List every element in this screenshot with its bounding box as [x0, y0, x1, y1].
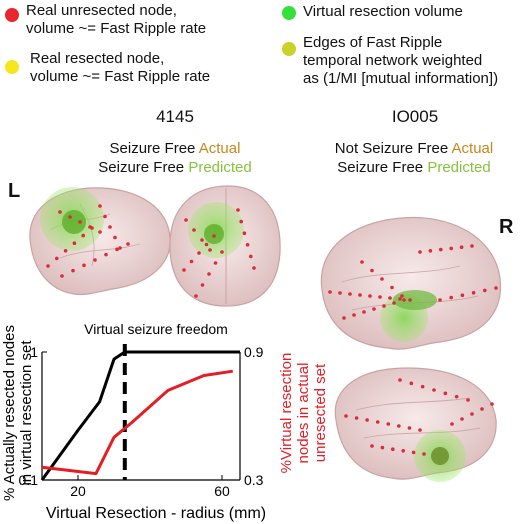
patient-1-actual: Seizure Free Actual	[109, 140, 241, 157]
unresected-node-dot	[5, 8, 19, 22]
resected-node-dot	[5, 60, 19, 74]
ylabel-right-line3: unresected set	[312, 363, 329, 462]
patient-2-id: IO005	[391, 107, 439, 126]
edges-dot	[282, 42, 296, 56]
ylabel-left-line1: % Actually resected nodes	[1, 325, 18, 501]
series-line-2	[41, 369, 234, 476]
patient-1-predicted: Seizure Free Predicted	[98, 159, 252, 176]
legend-unresected: Real unresected node, volume ~= Fast Rip…	[26, 2, 207, 37]
ylabel-right-line2: nodes in actual	[295, 363, 312, 464]
chart-marks: 20 60 0.1 1 0.3 0.9	[19, 344, 264, 499]
y-tick-label-right: 0.3	[244, 472, 264, 488]
ylabel-right-line1: %Virtual resection	[278, 353, 295, 474]
patient-1-id: 4145	[156, 107, 194, 126]
legend-resected: Real resected node, volume ~= Fast Rippl…	[30, 50, 211, 85]
xlabel: Virtual Resection - radius (mm)	[46, 505, 266, 522]
legend-edges: Edges of Fast Ripple temporal network we…	[303, 34, 499, 87]
y-tick-label-left: 1	[30, 344, 38, 360]
patient-2-actual: Not Seizure Free Actual	[334, 140, 494, 157]
right-hemisphere-label: R	[499, 216, 514, 238]
y-tick-label-left: 0.1	[19, 472, 39, 488]
legend-virtual: Virtual resection volume	[303, 3, 463, 20]
left-hemisphere-label: L	[8, 180, 21, 202]
series-line-1	[40, 350, 240, 481]
x-tick-label: 60	[214, 483, 230, 499]
chart-title: Virtual seizure freedom	[84, 321, 228, 337]
patient-2-predicted: Seizure Free Predicted	[337, 159, 491, 176]
ylabel-left-line2: in virtual resection set	[18, 340, 35, 486]
y-tick-label-right: 0.9	[244, 344, 264, 360]
virtual-resection-dot	[282, 6, 296, 20]
x-tick-label: 20	[70, 483, 86, 499]
